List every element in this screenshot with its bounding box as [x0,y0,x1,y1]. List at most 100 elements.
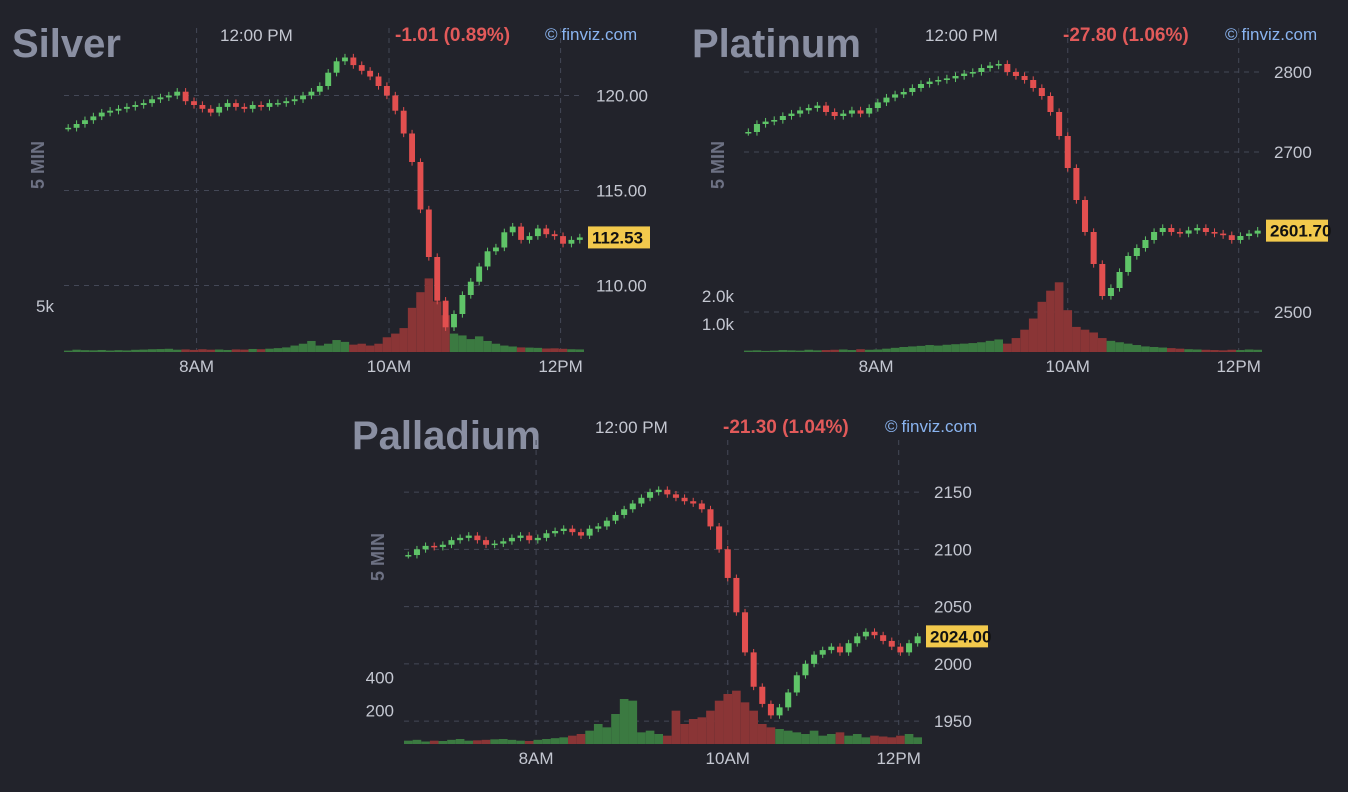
candle-body [871,631,878,636]
volume-bar [256,349,266,352]
volume-bar [122,350,132,352]
x-tick-label: 8AM [179,357,214,376]
candle-body [199,105,206,109]
finviz-credit[interactable]: © finviz.com [1225,25,1317,45]
volume-bar [1072,326,1081,352]
candle-body [917,84,925,88]
volume-bar [550,348,559,352]
candle-body [409,133,415,162]
candle-body [451,314,457,328]
finviz-credit[interactable]: © finviz.com [885,417,977,437]
volume-bar [147,349,157,352]
volume-bar [1175,348,1185,352]
candle-body [848,110,855,114]
volume-bar [533,739,543,744]
candle-body [526,236,533,240]
volume-bar [870,735,879,744]
candle-body [207,108,214,113]
candle-body [233,103,239,107]
volume-bar [156,349,165,352]
volume-bar [575,349,584,352]
candle-body [716,526,723,550]
volume-bar [1253,349,1262,352]
candle-body [785,692,792,708]
candle-body [442,300,449,328]
candle-body [831,112,838,116]
candle-body [595,526,602,529]
volume-bar [349,344,358,352]
candle-body [552,531,559,534]
volume-bar [769,350,779,352]
candle-body [500,541,507,544]
candle-body [182,91,189,102]
volume-bar [421,741,430,744]
volume-bar [757,724,767,744]
volume-bar [766,727,776,744]
volume-bar [1011,338,1021,352]
chart-time: 12:00 PM [595,418,668,437]
candle-body [1064,136,1071,168]
candle-body [375,76,382,86]
volume-bar [856,349,865,352]
candle-body [157,97,164,100]
y-tick-label: 2500 [1274,303,1312,322]
volume-bar [778,350,788,352]
volume-bar [307,340,316,352]
volume-bar [1218,350,1228,352]
candle-body [935,80,942,82]
volume-tick-label: 400 [366,668,394,687]
volume-bar [688,719,698,744]
x-tick-label: 10AM [1046,357,1090,376]
y-tick-label: 2150 [934,483,972,502]
candle-body [350,57,357,66]
volume-bar [844,735,853,744]
candlestick-chart: 120.00 115.00 110.00 8AM 10AM 12PM 5 MIN 5k 112.… [28,28,650,376]
volume-bar [1089,332,1098,352]
timeframe-label: 5 MIN [708,141,728,189]
candle-body [98,112,105,117]
candle-body [805,108,812,111]
volume-bar [1080,329,1090,352]
candle-body [367,70,374,77]
volume-bar [913,737,922,744]
volume-bar [821,350,831,352]
candle-body [431,545,438,548]
volume-bar [977,342,986,352]
candle-body [1073,168,1080,200]
candle-body [612,514,619,521]
volume-bar [433,301,442,352]
volume-bar [282,347,291,352]
volume-bar [114,350,123,352]
volume-bar [542,348,551,352]
candle-body [1237,236,1244,240]
price-change: -27.80 (1.06%) [1063,25,1189,46]
candle-body [422,545,429,550]
volume-bar [830,349,839,352]
candle-body [995,64,1002,66]
candle-body [413,549,420,556]
volume-bar [412,739,422,744]
volume-bar [968,343,978,352]
volume-bar [852,734,862,744]
candle-body [840,113,847,116]
volume-bar [374,343,383,352]
candle-body [576,237,583,240]
candle-body [888,640,895,647]
volume-bar [801,734,810,744]
candle-body [690,501,697,504]
volume-bar [792,732,802,744]
volume-bar [265,348,274,352]
volume-bar [890,347,900,352]
finviz-credit[interactable]: © finviz.com [545,25,637,45]
candle-body [698,503,705,510]
volume-bar [593,724,603,744]
volume-bar [904,734,914,744]
volume-tick-label: 200 [366,702,394,721]
candle-body [828,646,835,651]
volume-bar [391,333,400,352]
y-tick-label: 2050 [934,598,972,617]
volume-bar [896,735,905,744]
chart-time: 12:00 PM [220,26,293,45]
volume-bar [332,340,341,352]
candle-body [733,577,740,613]
